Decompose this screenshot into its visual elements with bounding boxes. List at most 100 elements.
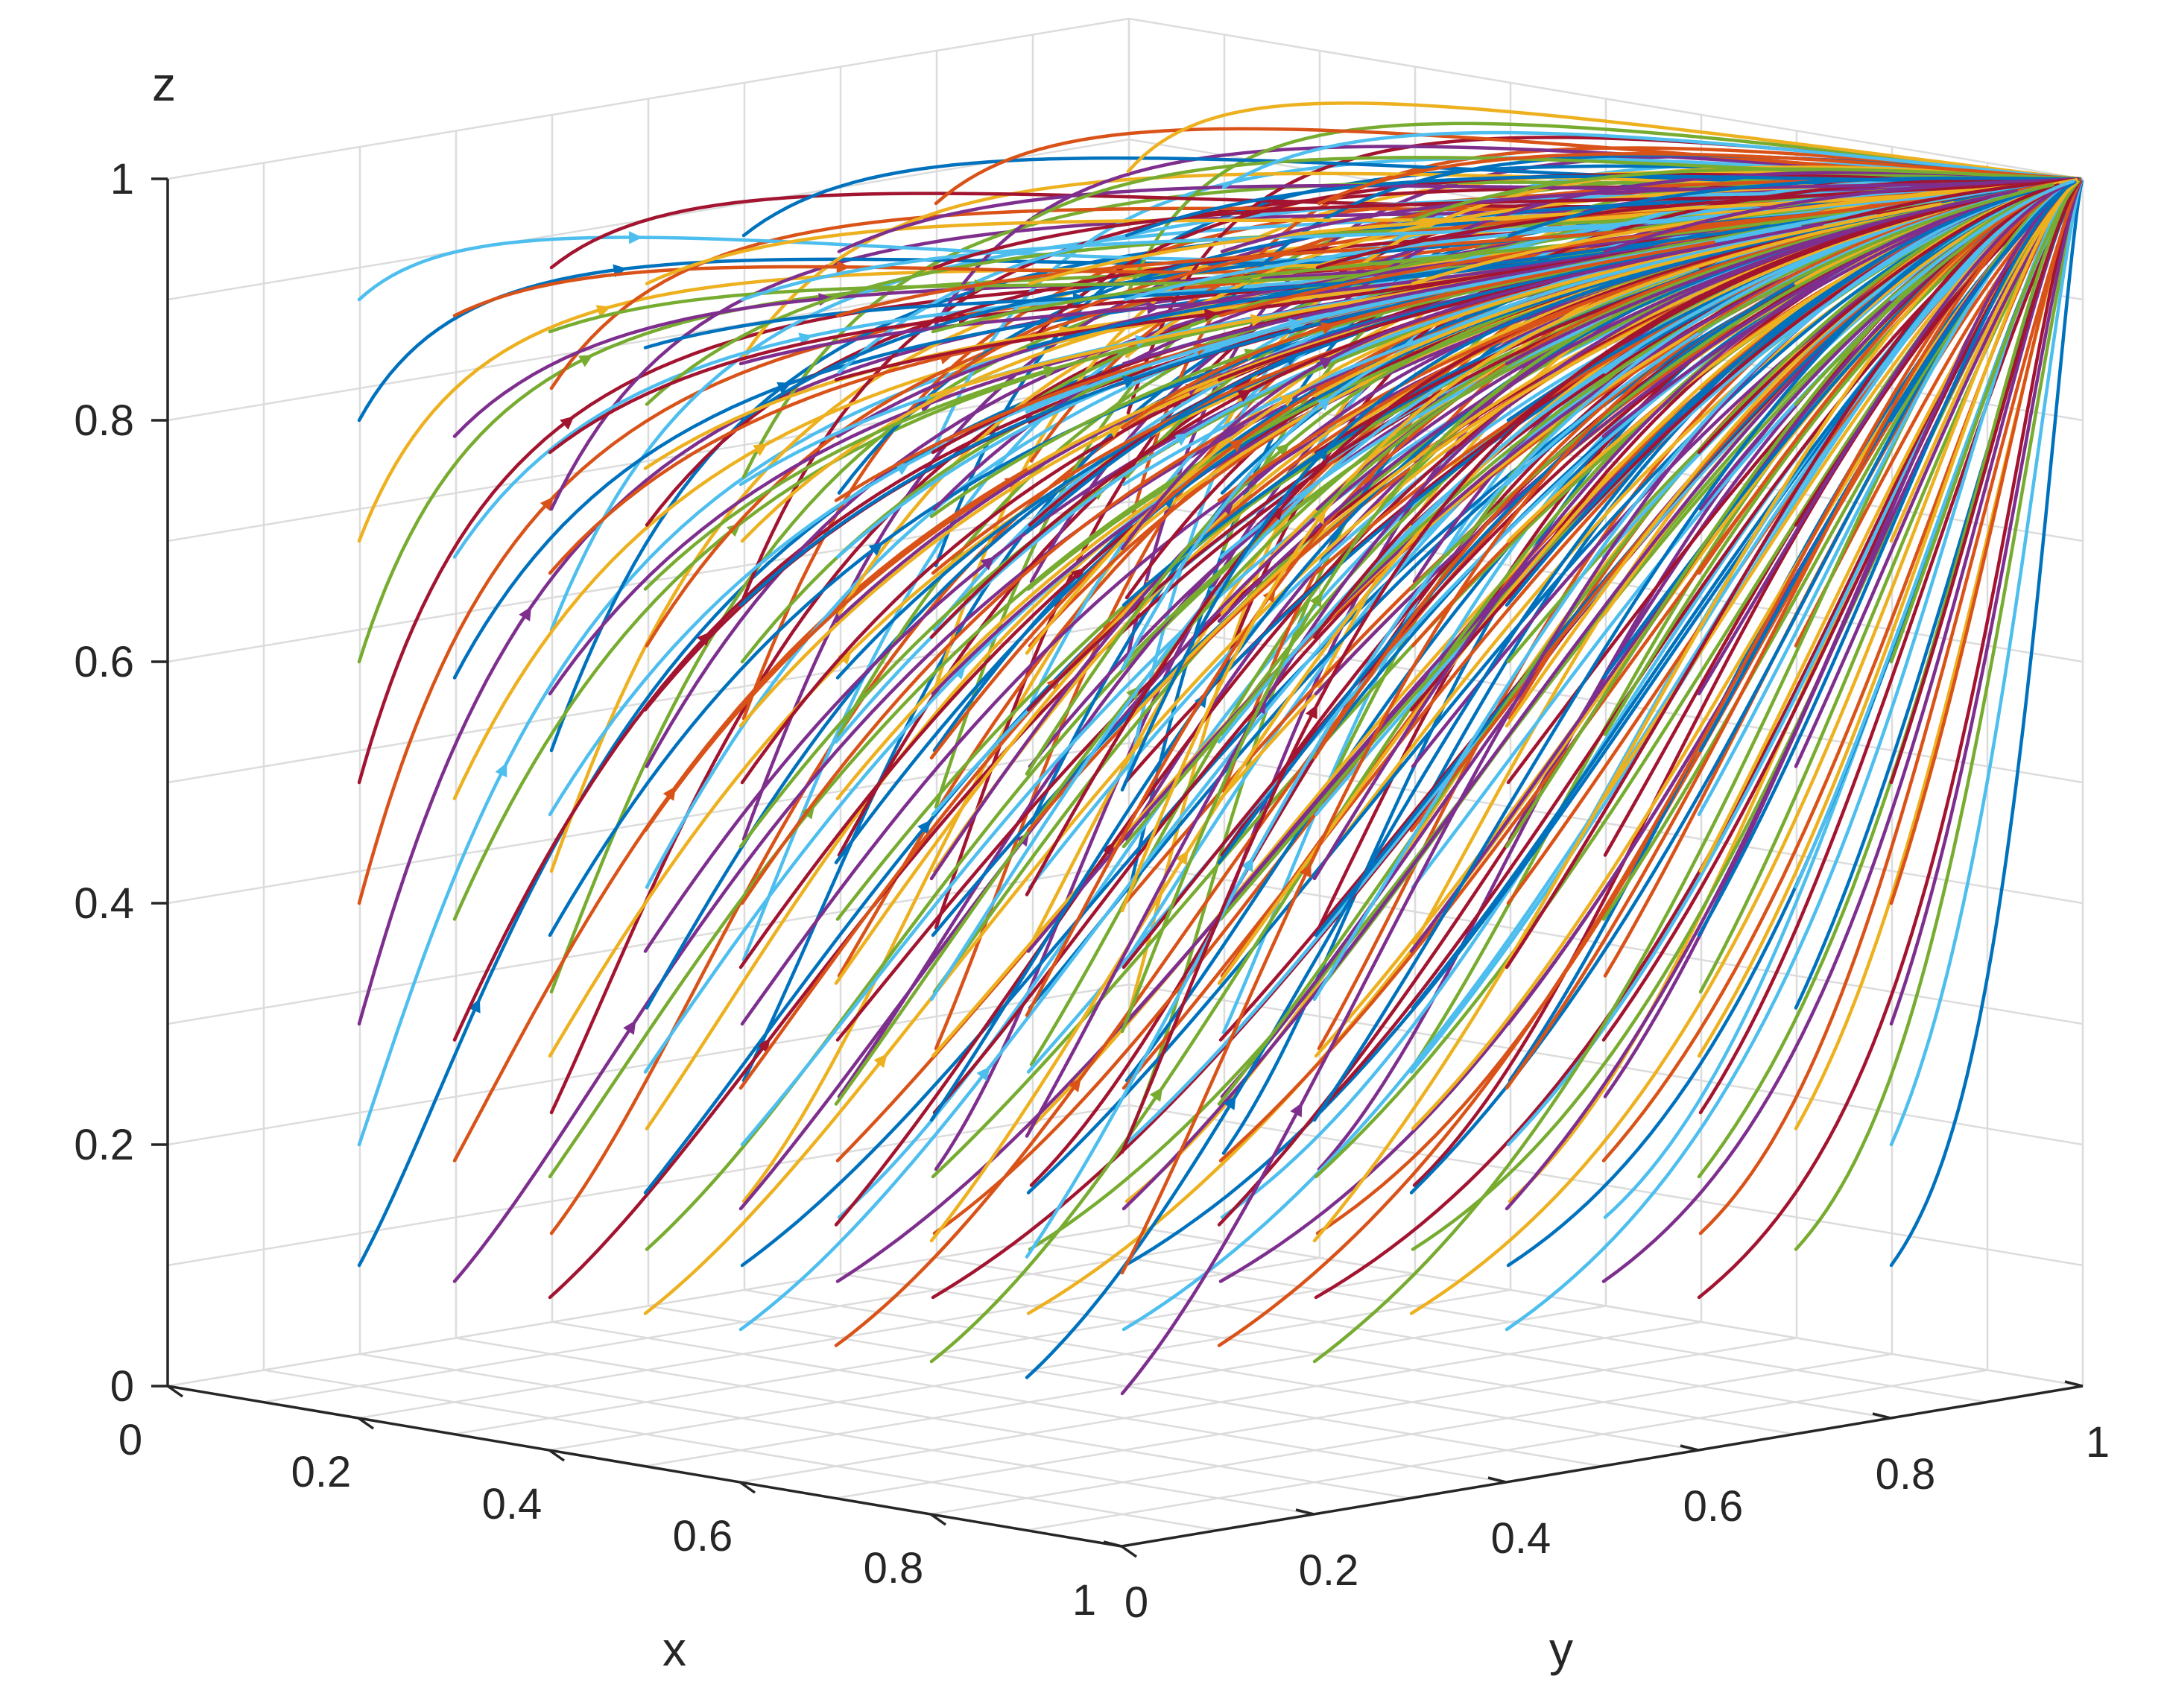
trajectory-line bbox=[1697, 183, 2054, 334]
z-tick-label: 0 bbox=[110, 1362, 134, 1411]
direction-arrow bbox=[1284, 353, 1300, 366]
direction-arrow bbox=[976, 1066, 990, 1081]
direction-arrow bbox=[1315, 446, 1329, 461]
direction-arrow bbox=[838, 651, 852, 665]
trajectory-line bbox=[1120, 200, 1955, 913]
direction-arrow bbox=[1236, 389, 1252, 402]
direction-arrow bbox=[595, 305, 611, 317]
y-tick bbox=[2064, 1380, 2084, 1388]
floor-grid-line bbox=[1128, 1224, 2084, 1388]
direction-arrow bbox=[1305, 704, 1317, 720]
direction-arrow bbox=[1223, 1095, 1236, 1110]
trajectory-line bbox=[1505, 185, 2049, 607]
x-tick bbox=[929, 1513, 947, 1526]
direction-arrow bbox=[495, 762, 507, 778]
y-tick-label: 0.6 bbox=[1683, 1482, 1744, 1531]
direction-arrow bbox=[917, 820, 931, 835]
x-axis-title: x bbox=[662, 1622, 686, 1676]
direction-arrow bbox=[468, 998, 481, 1013]
x-tick-label: 0.6 bbox=[673, 1512, 733, 1560]
direction-arrow bbox=[1309, 592, 1323, 607]
trajectory-line bbox=[1889, 180, 2077, 423]
x-tick bbox=[548, 1449, 566, 1462]
direction-arrow bbox=[1229, 438, 1244, 452]
floor-grid-line bbox=[648, 1305, 1603, 1467]
direction-arrow bbox=[1320, 322, 1335, 335]
trajectory-line bbox=[1120, 214, 1879, 671]
trajectory-line bbox=[1505, 189, 2019, 366]
direction-arrow bbox=[1241, 857, 1253, 873]
trajectories bbox=[357, 101, 2084, 1396]
direction-arrow bbox=[560, 416, 575, 430]
floor-grid-line bbox=[936, 1256, 1891, 1420]
floor-grid-line bbox=[739, 1320, 1702, 1484]
z-tick-label: 0.8 bbox=[74, 396, 134, 445]
direction-arrow bbox=[895, 462, 911, 475]
z-tick-label: 0.4 bbox=[74, 879, 134, 928]
direction-arrow bbox=[1146, 301, 1161, 314]
y-tick bbox=[1680, 1444, 1699, 1452]
x-tick-label: 0.4 bbox=[482, 1480, 542, 1528]
direction-arrow bbox=[1149, 1087, 1163, 1102]
x-axis-line bbox=[167, 1385, 1122, 1548]
x-tick bbox=[166, 1385, 184, 1398]
wall-grid-line bbox=[1128, 17, 2084, 180]
direction-arrow bbox=[1220, 501, 1234, 516]
axes bbox=[151, 177, 2084, 1558]
direction-arrow bbox=[1279, 393, 1295, 407]
direction-arrow bbox=[1290, 1102, 1303, 1118]
direction-arrow bbox=[697, 631, 711, 646]
y-tick-label: 0.2 bbox=[1299, 1546, 1359, 1595]
direction-arrow bbox=[1318, 356, 1334, 370]
trajectory-line bbox=[1697, 183, 2060, 455]
trajectory-line bbox=[1889, 179, 2075, 302]
floor-grid-line bbox=[1025, 1369, 1988, 1531]
tick-labels: 0 0 0 0.2 0.2 0.2 0.4 0.4 0.4 0.6 0.6 0.6 0.8 0.8 0.8 1… bbox=[74, 155, 2110, 1627]
z-tick-label: 1 bbox=[110, 155, 134, 203]
y-tick bbox=[1103, 1540, 1122, 1548]
direction-arrow bbox=[628, 231, 643, 244]
y-tick bbox=[1295, 1508, 1315, 1516]
direction-arrow bbox=[1122, 376, 1137, 388]
floor-grid-line bbox=[930, 1353, 1893, 1516]
y-tick-label: 1 bbox=[2086, 1418, 2110, 1467]
trajectory-line bbox=[1697, 181, 2072, 696]
direction-arrow bbox=[519, 606, 532, 621]
x-tick-label: 1 bbox=[1072, 1576, 1096, 1625]
direction-arrow bbox=[1070, 567, 1085, 582]
trajectory-line bbox=[1312, 192, 2011, 639]
y-axis-title: y bbox=[1549, 1622, 1573, 1676]
floor-grid-line bbox=[835, 1337, 1797, 1499]
x-tick-label: 0.8 bbox=[864, 1544, 924, 1592]
trajectory-line bbox=[1120, 222, 1824, 551]
direction-arrow bbox=[1275, 443, 1290, 458]
direction-arrow bbox=[1174, 433, 1189, 446]
floor-grid-line bbox=[744, 1288, 1699, 1452]
y-tick-label: 0 bbox=[1124, 1578, 1148, 1627]
x-tick-label: 0.2 bbox=[291, 1448, 352, 1496]
direction-arrow bbox=[1250, 314, 1265, 327]
direction-arrow bbox=[952, 665, 967, 680]
direction-arrow bbox=[1299, 863, 1312, 879]
direction-arrow bbox=[1107, 426, 1123, 438]
trajectory-line bbox=[1889, 180, 2079, 543]
direction-arrow bbox=[1203, 308, 1218, 322]
direction-arrow bbox=[753, 443, 768, 457]
x-tick bbox=[738, 1481, 756, 1494]
direction-arrow bbox=[1043, 365, 1057, 379]
trajectory-line bbox=[1120, 240, 1716, 430]
x-tick bbox=[1120, 1545, 1138, 1558]
z-tick-label: 0.6 bbox=[74, 638, 134, 686]
direction-arrow bbox=[578, 355, 594, 367]
y-tick-label: 0.8 bbox=[1876, 1450, 1936, 1499]
y-axis-line bbox=[1121, 1385, 2084, 1548]
direction-arrow bbox=[1068, 1078, 1081, 1092]
direction-arrow bbox=[776, 382, 792, 394]
direction-arrow bbox=[1288, 318, 1303, 332]
wall-grid-line bbox=[167, 379, 1130, 543]
x-tick bbox=[357, 1417, 375, 1430]
y-tick-label: 0.4 bbox=[1491, 1514, 1551, 1563]
direction-arrow bbox=[623, 1019, 636, 1035]
wall-grid-line bbox=[167, 500, 1130, 663]
